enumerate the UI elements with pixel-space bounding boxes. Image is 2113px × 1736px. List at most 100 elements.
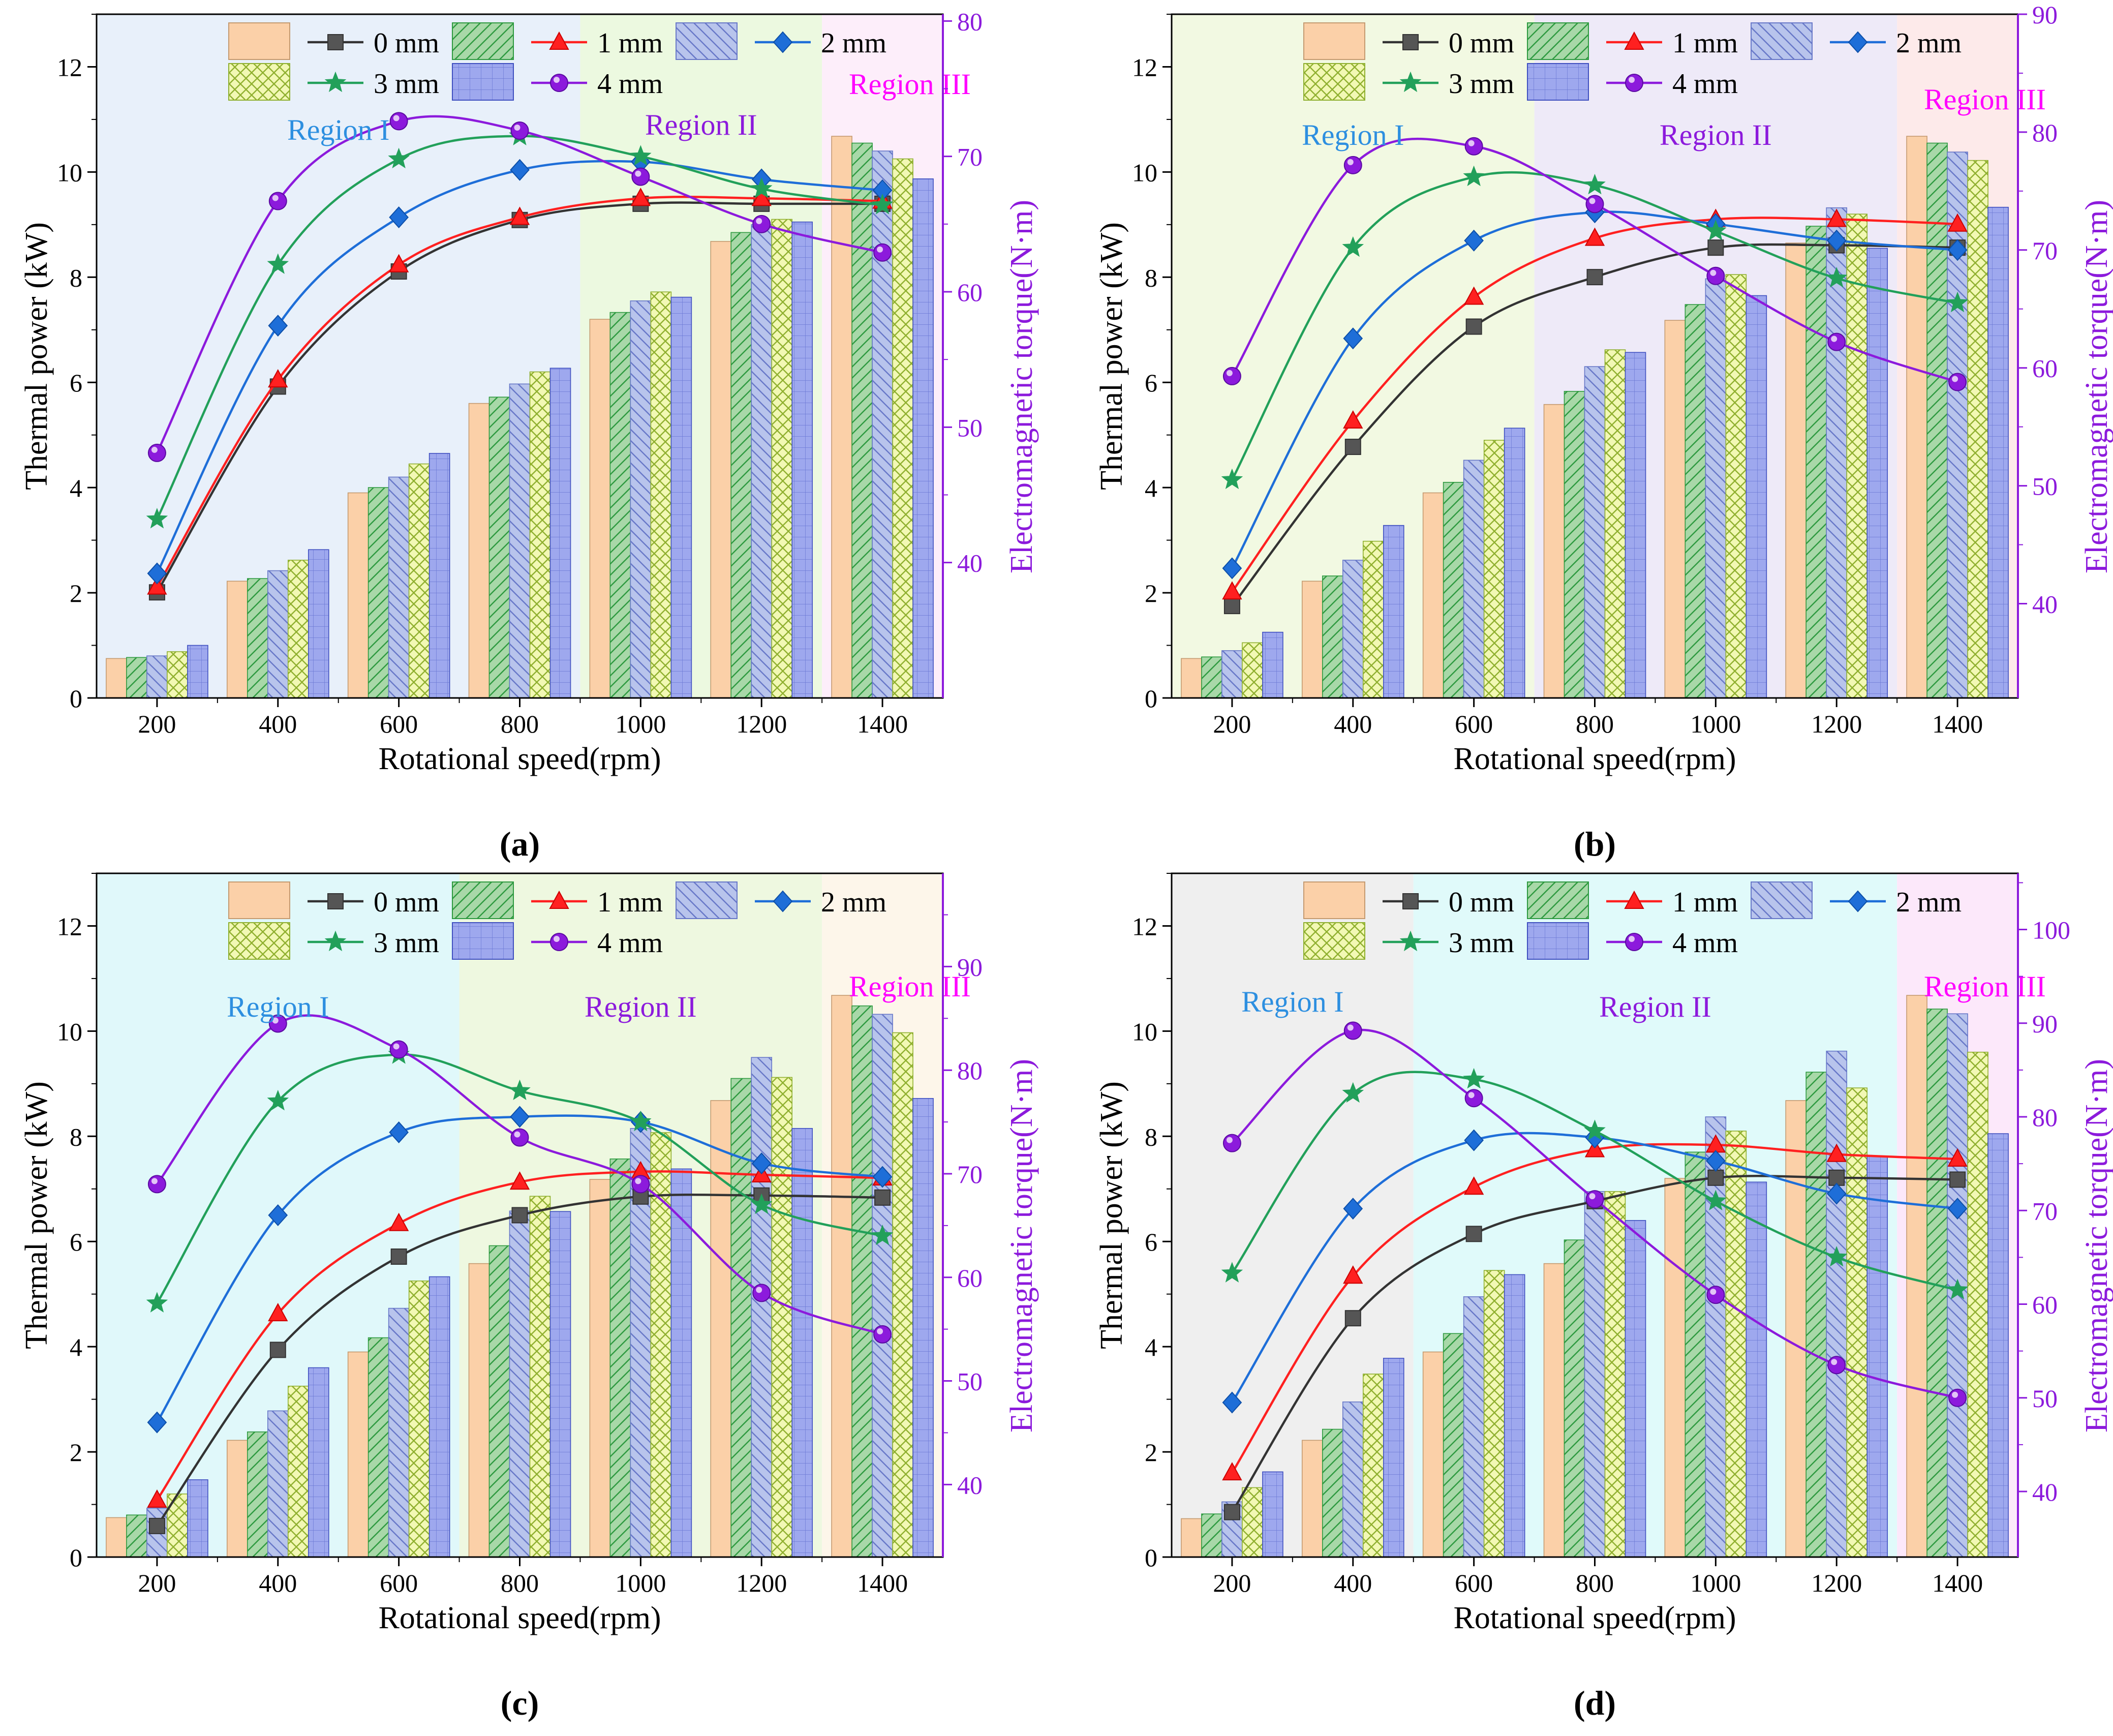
thermal-power-bar <box>187 1479 208 1558</box>
torque-point <box>1344 439 1361 455</box>
legend-label: 4 mm <box>1672 927 1738 959</box>
torque-point <box>1343 1021 1362 1040</box>
thermal-power-bar <box>1604 1191 1626 1558</box>
torque-point-highlight <box>393 115 400 121</box>
torque-point <box>750 177 773 198</box>
torque-point <box>1223 1504 1240 1520</box>
x-tick-label: 600 <box>1455 1569 1493 1597</box>
y2-tick-label: 80 <box>957 1056 983 1085</box>
torque-point <box>1463 1068 1485 1089</box>
y-tick-label: 6 <box>70 1228 82 1256</box>
torque-point <box>630 188 651 206</box>
legend-marker <box>1848 890 1868 912</box>
thermal-power-bar <box>771 219 793 698</box>
thermal-power-bar <box>247 578 268 698</box>
torque-point-highlight <box>635 1178 641 1184</box>
torque-point <box>1707 239 1724 256</box>
thermal-power-bar <box>589 1179 611 1558</box>
thermal-power-bar <box>509 1210 531 1558</box>
torque-point-highlight <box>1468 140 1475 146</box>
y-tick-label: 6 <box>1145 1228 1157 1256</box>
legend-bar-swatch <box>452 881 514 919</box>
thermal-power-bar <box>347 1351 369 1558</box>
y-tick-label: 8 <box>1145 263 1157 292</box>
legend-bar-swatch <box>1303 922 1365 960</box>
thermal-power-bar <box>1745 1181 1767 1558</box>
thermal-power-bar <box>368 1337 389 1558</box>
torque-point <box>510 1106 530 1128</box>
y2-tick-label: 100 <box>2032 916 2070 945</box>
torque-point <box>1343 410 1363 429</box>
legend-label: 3 mm <box>1449 68 1514 100</box>
legend-label: 1 mm <box>1672 887 1738 918</box>
thermal-power-bar <box>872 150 893 698</box>
torque-point <box>388 1212 409 1231</box>
thermal-power-bar <box>1322 1428 1343 1558</box>
x-tick-label: 200 <box>138 710 176 738</box>
y2-tick-label: 90 <box>2032 1010 2058 1038</box>
x-tick-label: 400 <box>259 710 297 738</box>
y-tick-label: 8 <box>70 263 82 292</box>
torque-point <box>751 188 772 206</box>
torque-point-highlight <box>151 1178 158 1184</box>
torque-point <box>511 1207 528 1224</box>
thermal-power-bar <box>730 1078 752 1558</box>
panel-caption: (c) <box>501 1684 539 1722</box>
torque-point <box>268 1204 288 1226</box>
torque-point <box>750 1193 773 1214</box>
x-axis-label: Rotational speed(rpm) <box>1453 1601 1736 1635</box>
y-axis-label: Thermal power (kW) <box>19 222 54 490</box>
thermal-power-bar <box>1543 1263 1565 1558</box>
legend-bar-swatch <box>228 22 290 60</box>
torque-point <box>1706 266 1725 285</box>
torque-point <box>630 145 652 166</box>
thermal-power-bar <box>126 1514 147 1558</box>
torque-point <box>1344 1310 1361 1327</box>
legend-label: 3 mm <box>374 68 439 100</box>
thermal-power-bar <box>670 296 692 698</box>
y2-tick-label: 60 <box>2032 354 2058 383</box>
thermal-power-bar <box>1967 160 1988 698</box>
x-axis-label: Rotational speed(rpm) <box>378 1601 661 1635</box>
thermal-power-bar <box>1805 1072 1827 1558</box>
thermal-power-bar <box>1383 1358 1404 1558</box>
legend-marker <box>1625 933 1643 951</box>
region-label: Region I <box>1241 985 1343 1018</box>
torque-point <box>1947 1148 1968 1167</box>
torque-point <box>1949 1171 1966 1188</box>
thermal-power-bar <box>1262 631 1283 698</box>
torque-point <box>147 443 166 462</box>
torque-point <box>1827 332 1846 351</box>
thermal-power-bar <box>488 1245 510 1558</box>
region-label: Region II <box>585 990 697 1023</box>
torque-point <box>1222 1391 1242 1414</box>
chart-panel-3: Region I Region II Region III 0 2 4 6 8 10 12 200 4… <box>1094 872 2113 1722</box>
torque-point <box>510 1128 529 1147</box>
x-tick-label: 400 <box>259 1569 297 1597</box>
thermal-power-bar <box>1987 206 2009 698</box>
legend-label: 0 mm <box>374 27 439 59</box>
legend-marker <box>324 71 347 93</box>
torque-point-highlight <box>1710 269 1717 276</box>
x-tick-label: 1200 <box>736 710 787 738</box>
torque-point <box>874 1189 891 1206</box>
thermal-power-bar <box>1362 540 1384 698</box>
thermal-power-bar <box>1625 1220 1646 1558</box>
thermal-power-bar <box>226 581 248 698</box>
torque-point <box>1948 373 1967 391</box>
x-tick-label: 1400 <box>857 1569 908 1597</box>
torque-point <box>509 206 530 225</box>
thermal-power-bar <box>368 487 389 698</box>
torque-point <box>1584 173 1606 195</box>
thermal-power-bar <box>1443 1333 1464 1558</box>
y-tick-label: 0 <box>1145 1543 1157 1572</box>
thermal-power-bar <box>408 463 430 698</box>
thermal-power-bar <box>287 1385 309 1558</box>
torque-point <box>1825 267 1848 288</box>
torque-point <box>1343 156 1362 174</box>
legend-marker <box>327 893 344 909</box>
thermal-power-bar <box>1543 404 1565 698</box>
torque-point <box>1223 598 1240 615</box>
legend-bar-swatch <box>676 22 738 60</box>
thermal-power-bar <box>1967 1051 1988 1558</box>
